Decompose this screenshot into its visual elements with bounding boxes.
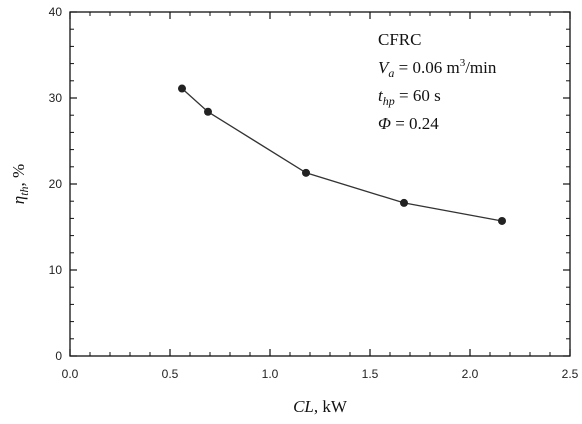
y-axis-label-var: η	[9, 196, 28, 204]
annotation-phi-var: Φ	[378, 114, 391, 133]
y-tick-label: 30	[49, 91, 63, 105]
x-tick-label: 0.5	[162, 367, 179, 381]
y-axis-label: ηth, %	[9, 164, 31, 204]
data-point	[400, 198, 408, 207]
annotation-air-flow-unit: /min	[465, 58, 497, 77]
x-axis-label: CL, kW	[293, 397, 348, 416]
y-tick-label: 20	[49, 177, 63, 191]
annotation-air-flow: Va = 0.06 m3/min	[378, 57, 497, 80]
annotation-heating-period-var: t	[378, 86, 384, 105]
y-axis-ticks: 0 10 20 30 40	[49, 5, 570, 363]
annotation-heating-period: thp = 60 s	[378, 86, 441, 108]
x-tick-label: 1.5	[362, 367, 379, 381]
data-point	[204, 107, 212, 116]
x-axis-ticks: 0.0 0.5 1.0 1.5 2.0 2.5	[62, 12, 579, 381]
x-tick-label: 1.0	[262, 367, 279, 381]
annotation-heating-period-value: = 60 s	[395, 86, 441, 105]
y-tick-label: 10	[49, 263, 63, 277]
x-tick-label: 2.0	[462, 367, 479, 381]
annotation-air-flow-value: = 0.06 m	[394, 58, 459, 77]
data-point	[498, 216, 506, 225]
y-axis-label-sub: th	[17, 186, 31, 195]
annotation-air-flow-sup: 3	[460, 57, 466, 69]
annotation-phi-value: = 0.24	[391, 114, 439, 133]
annotation-air-flow-sub: a	[388, 66, 394, 80]
data-point	[178, 84, 186, 93]
data-points	[178, 84, 506, 225]
annotation-phi: Φ = 0.24	[378, 114, 439, 133]
y-tick-label: 40	[49, 5, 63, 19]
x-axis-label-var: CL	[293, 397, 314, 416]
data-point	[302, 168, 310, 177]
y-axis-label-unit: , %	[9, 164, 28, 187]
annotation-air-flow-var: V	[378, 58, 391, 77]
x-tick-label: 0.0	[62, 367, 79, 381]
x-tick-label: 2.5	[562, 367, 579, 381]
y-tick-label: 0	[55, 349, 62, 363]
series-line	[181, 88, 503, 222]
x-axis-label-unit: , kW	[314, 397, 348, 416]
annotation-block: CFRC Va = 0.06 m3/min thp = 60 s Φ = 0.2…	[378, 30, 497, 133]
annotation-heating-period-sub: hp	[383, 94, 395, 108]
annotation-material: CFRC	[378, 30, 421, 49]
